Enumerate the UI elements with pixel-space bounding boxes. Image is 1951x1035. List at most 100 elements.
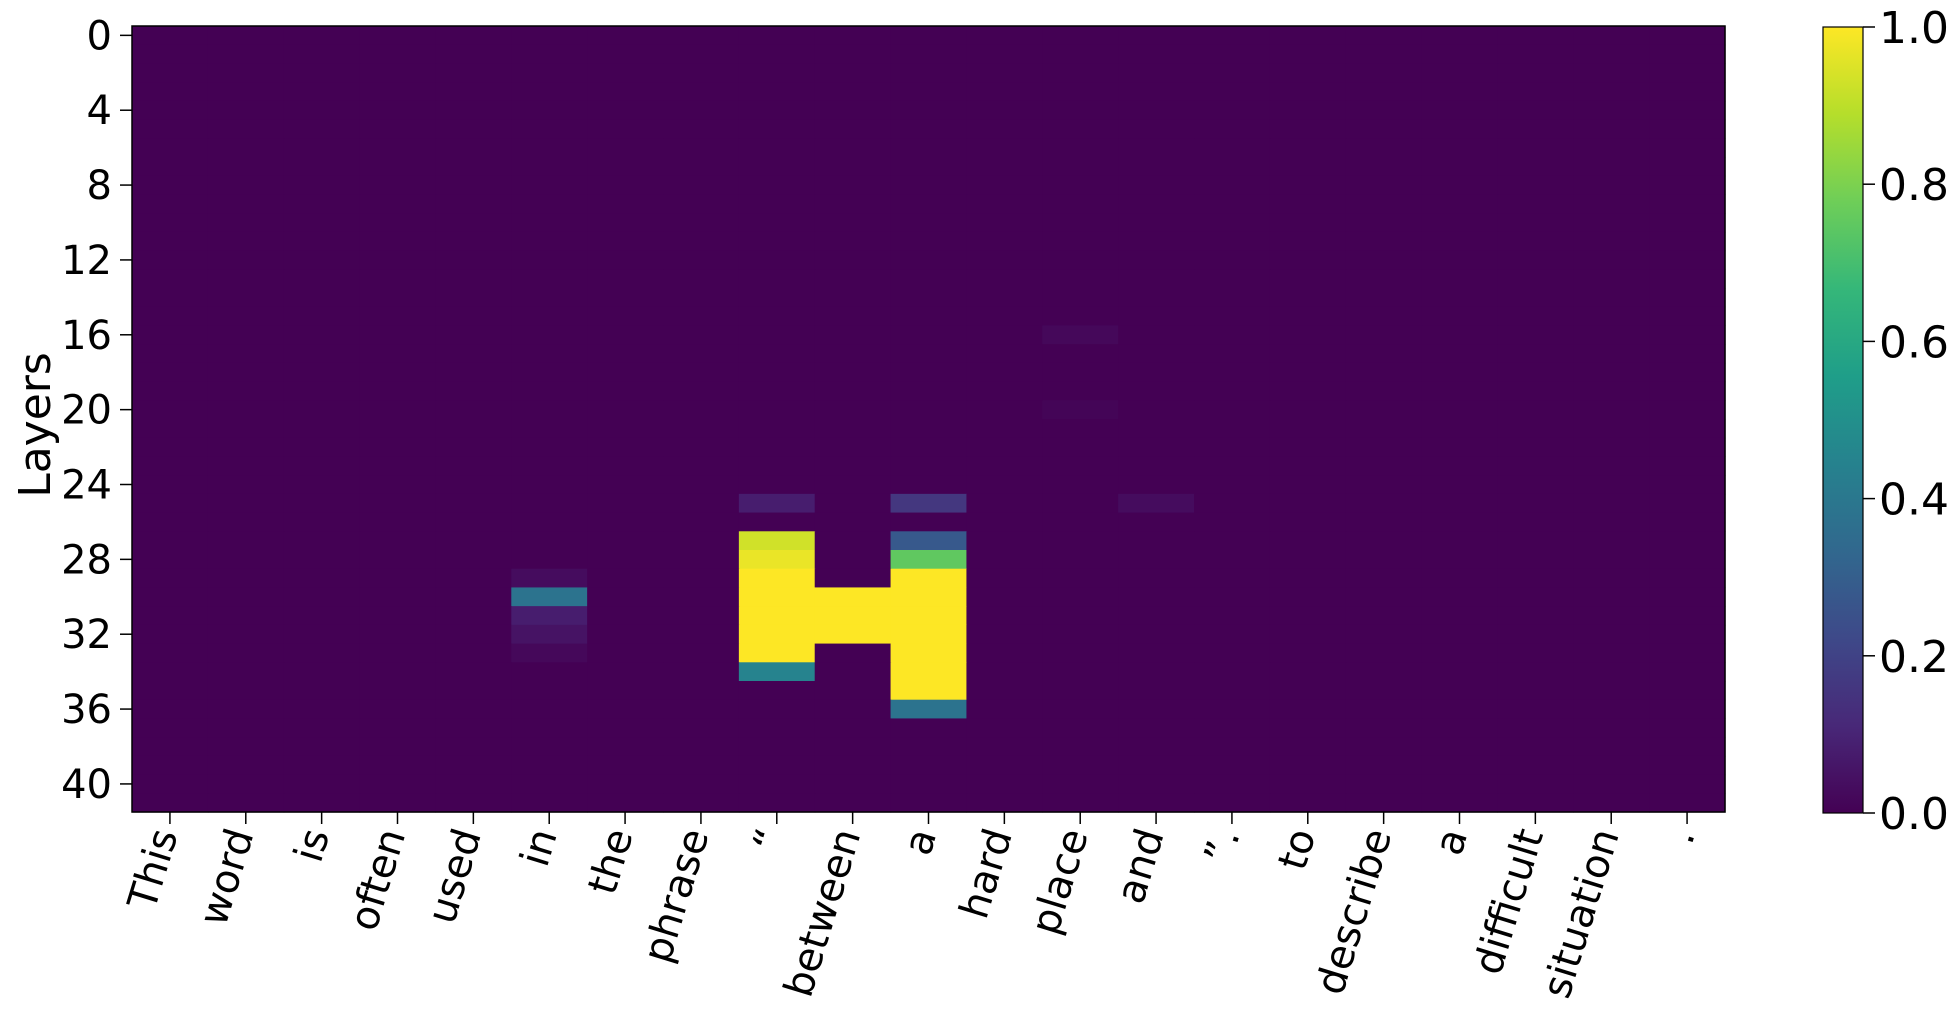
heatmap-cell <box>1649 718 1726 738</box>
heatmap-cell <box>663 400 740 420</box>
heatmap-cell <box>890 512 968 532</box>
heatmap-cell <box>587 157 664 177</box>
heatmap-cell <box>1269 82 1347 102</box>
heatmap-cell <box>738 493 816 514</box>
heatmap-cell <box>1573 194 1650 214</box>
heatmap-cell <box>1421 362 1499 383</box>
x-tick-label: to <box>1270 823 1326 875</box>
heatmap-cell <box>1497 344 1574 364</box>
heatmap-cell <box>1497 44 1574 65</box>
heatmap-cell <box>1345 699 1423 720</box>
heatmap-cell <box>511 793 588 813</box>
heatmap-cell <box>207 774 285 794</box>
heatmap-cell <box>663 755 740 776</box>
heatmap-cell <box>359 512 437 532</box>
heatmap-cell <box>435 531 512 551</box>
heatmap-cell <box>1421 44 1499 65</box>
heatmap-cell <box>1497 550 1574 570</box>
heatmap-cell <box>1573 531 1650 551</box>
heatmap-cell <box>738 718 816 738</box>
heatmap-cell <box>1573 793 1650 813</box>
y-tick-label: 16 <box>61 313 112 359</box>
heatmap-cell <box>1649 475 1726 495</box>
heatmap-cell <box>1269 63 1347 83</box>
heatmap-cell <box>1345 44 1423 65</box>
heatmap-cell <box>1042 793 1119 813</box>
heatmap-cell <box>1042 681 1119 701</box>
heatmap-cell <box>966 419 1043 439</box>
heatmap-cell <box>1649 437 1726 458</box>
heatmap-cell <box>1194 643 1271 663</box>
heatmap-cell <box>1573 325 1650 345</box>
heatmap-cell <box>966 231 1043 252</box>
heatmap-cell <box>511 400 588 420</box>
heatmap-cell <box>1345 325 1423 345</box>
heatmap-cell <box>1194 437 1271 458</box>
heatmap-cell <box>359 288 437 308</box>
heatmap-cell <box>814 531 892 551</box>
heatmap-cell <box>1497 681 1574 701</box>
heatmap-cell <box>890 718 968 738</box>
heatmap-cell <box>738 362 816 383</box>
heatmap-cell <box>890 63 968 83</box>
heatmap-cell <box>663 419 740 439</box>
heatmap-cell <box>890 624 968 645</box>
heatmap-cell <box>1421 231 1499 252</box>
heatmap-cell <box>1421 437 1499 458</box>
heatmap-cell <box>207 681 285 701</box>
heatmap-cell <box>511 587 588 607</box>
heatmap-cell <box>1345 419 1423 439</box>
heatmap-cell <box>207 456 285 476</box>
heatmap-cell <box>738 755 816 776</box>
heatmap-cell <box>132 493 209 514</box>
heatmap-cell <box>207 512 285 532</box>
heatmap-cell <box>966 550 1043 570</box>
heatmap-cell <box>1649 793 1726 813</box>
heatmap-cell <box>1042 550 1119 570</box>
heatmap-cell <box>1573 344 1650 364</box>
heatmap-cell <box>966 82 1043 102</box>
heatmap-cell <box>1649 26 1726 46</box>
heatmap-cell <box>1269 288 1347 308</box>
heatmap-cell <box>435 568 512 589</box>
heatmap-cell <box>359 194 437 214</box>
heatmap-cell <box>587 63 664 83</box>
heatmap-cell <box>663 44 740 65</box>
heatmap-cell <box>1345 269 1423 289</box>
heatmap-cell <box>511 568 588 589</box>
heatmap-cell <box>132 119 209 139</box>
heatmap-cell <box>1649 737 1726 757</box>
heatmap-cell <box>738 306 816 327</box>
heatmap-cell <box>132 157 209 177</box>
heatmap-cell <box>1194 475 1271 495</box>
heatmap-cell <box>1421 344 1499 364</box>
heatmap-cell <box>359 325 437 345</box>
heatmap-cell <box>1118 26 1195 46</box>
heatmap-cell <box>359 213 437 233</box>
heatmap-cell <box>587 344 664 364</box>
heatmap-cell <box>1194 325 1271 345</box>
x-tick-label: and <box>1108 823 1174 908</box>
heatmap-cell <box>1573 119 1650 139</box>
heatmap-cell <box>1269 325 1347 345</box>
heatmap-cell <box>1269 531 1347 551</box>
heatmap-cell <box>1042 157 1119 177</box>
heatmap-cell <box>1118 288 1195 308</box>
heatmap-cell <box>435 737 512 757</box>
heatmap-cell <box>587 325 664 345</box>
heatmap-cell <box>207 194 285 214</box>
heatmap-cell <box>435 82 512 102</box>
x-tick-label: describe <box>1307 823 1401 999</box>
heatmap-cell <box>587 606 664 626</box>
heatmap-cell <box>890 250 968 270</box>
heatmap-cell <box>814 344 892 364</box>
heatmap-cell <box>1042 288 1119 308</box>
heatmap-cell <box>663 231 740 252</box>
heatmap-cell <box>966 793 1043 813</box>
heatmap-cell <box>435 493 512 514</box>
heatmap-cell <box>890 755 968 776</box>
heatmap-cell <box>511 306 588 327</box>
heatmap-cell <box>1118 362 1195 383</box>
heatmap-cell <box>511 624 588 645</box>
